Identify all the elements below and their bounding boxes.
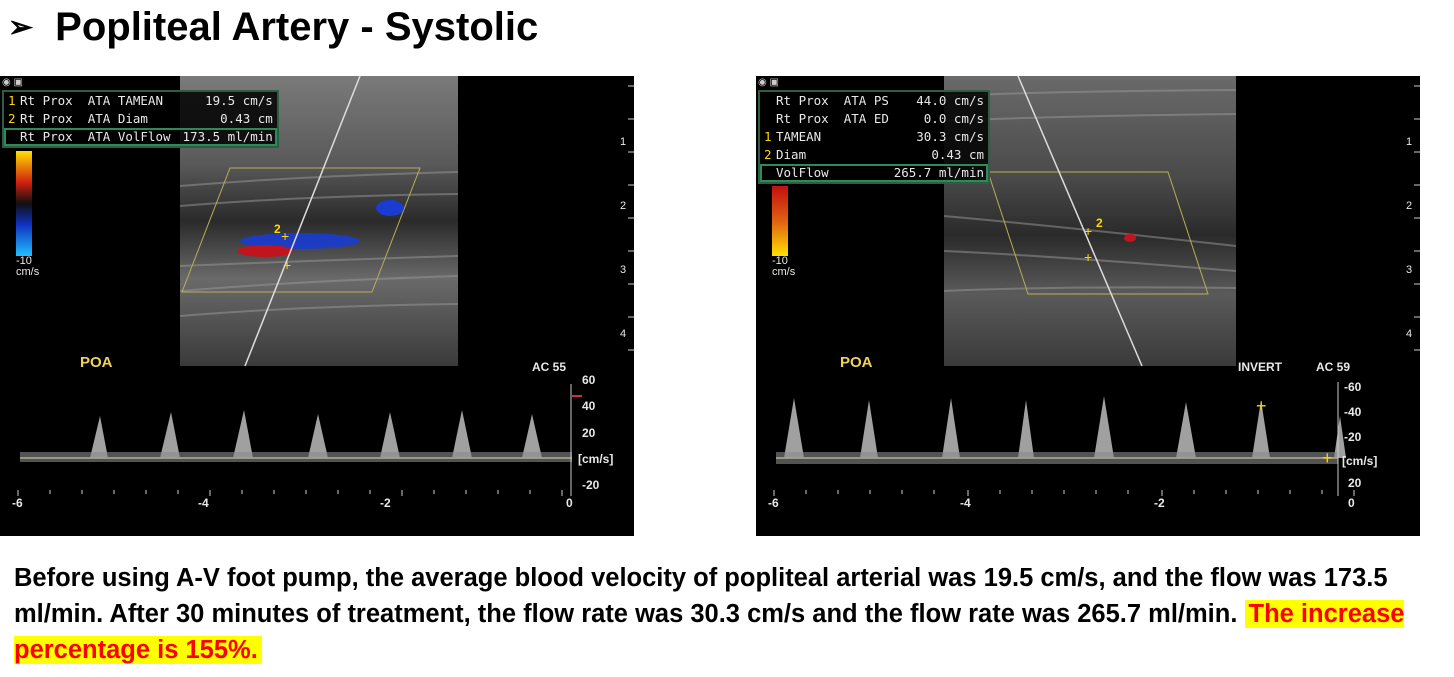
depth-label: 3: [1406, 264, 1413, 276]
svg-text:+: +: [1256, 396, 1267, 416]
depth-label: 2: [1406, 200, 1413, 212]
svg-text:+: +: [1084, 249, 1092, 265]
velocity-tick: 20: [582, 426, 596, 440]
time-tick: -6: [12, 496, 23, 510]
svg-text:2: 2: [274, 222, 281, 236]
ac-label: AC 55: [532, 360, 567, 374]
velocity-tick: -20: [1344, 430, 1362, 444]
depth-label: 4: [1406, 328, 1413, 340]
measurement-row: 1 TAMEAN 30.3 cm/s: [764, 129, 984, 144]
velocity-tick: -40: [1344, 405, 1362, 419]
vessel-label: POA: [840, 354, 873, 371]
depth-label: 1: [1406, 136, 1413, 148]
color-box: [181, 167, 421, 293]
ultrasound-before-panel: 2 + +: [0, 76, 634, 536]
title-text: Popliteal Artery - Systolic: [55, 4, 539, 49]
velocity-tick: -20: [582, 478, 600, 492]
depth-label: 3: [620, 264, 627, 276]
depth-label: 1: [620, 136, 627, 148]
svg-text:+: +: [1084, 223, 1092, 239]
doppler-waveform: [90, 410, 542, 458]
invert-label: INVERT: [1238, 360, 1283, 374]
vessel-label: POA: [80, 354, 113, 371]
measurement-row: Rt Prox ATA PS 44.0 cm/s: [776, 93, 984, 108]
measurement-box: Rt Prox ATA PS 44.0 cm/s Rt Prox ATA ED …: [758, 90, 990, 184]
velocity-tick: 40: [582, 399, 596, 413]
depth-label: 2: [620, 200, 627, 212]
slide-title: ➢ Popliteal Artery - Systolic: [8, 2, 538, 52]
velocity-tick: -60: [1344, 380, 1362, 394]
time-tick: 0: [1348, 496, 1355, 510]
arrow-bullet-icon: ➢: [8, 10, 34, 44]
time-tick: 0: [566, 496, 573, 510]
color-bar-labels: -10 cm/s: [16, 255, 40, 278]
ultrasound-after-panel: 2 + +: [756, 76, 1420, 536]
caption-paragraph: Before using A-V foot pump, the average …: [14, 560, 1450, 668]
steering-line: [1017, 76, 1143, 367]
svg-text:+: +: [283, 257, 291, 273]
time-tick: -4: [960, 496, 971, 510]
status-icons: ◉ ▣: [758, 77, 779, 88]
color-scale-bar: [772, 186, 788, 256]
caption-text: Before using A-V foot pump, the average …: [14, 564, 1388, 628]
time-tick: -4: [198, 496, 209, 510]
measurement-row: 2 Diam 0.43 cm: [764, 147, 984, 162]
ac-label: AC 59: [1316, 360, 1351, 374]
ultrasound-before-image: 2 + +: [16, 76, 634, 496]
depth-label: 4: [620, 328, 627, 340]
measurement-box: 1 Rt Prox ATA TAMEAN 19.5 cm/s 2 Rt Prox…: [2, 90, 279, 148]
time-tick: -2: [380, 496, 391, 510]
velocity-tick: 60: [582, 373, 596, 387]
color-box: [987, 171, 1209, 295]
measurement-row: 1 Rt Prox ATA TAMEAN 19.5 cm/s: [8, 93, 273, 108]
color-scale-bar: [16, 151, 32, 256]
time-tick: -6: [768, 496, 779, 510]
time-tick: -2: [1154, 496, 1165, 510]
measurement-row: Rt Prox ATA ED 0.0 cm/s: [776, 111, 984, 126]
velocity-tick: 20: [1348, 476, 1362, 490]
velocity-unit: [cm/s]: [578, 452, 614, 466]
measurement-row: VolFlow 265.7 ml/min: [760, 164, 988, 182]
svg-text:+: +: [281, 228, 289, 244]
svg-text:+: +: [1322, 448, 1333, 468]
svg-text:2: 2: [1096, 216, 1103, 230]
doppler-waveform: [784, 396, 1346, 458]
measurement-row: 2 Rt Prox ATA Diam 0.43 cm: [8, 111, 273, 126]
color-bar-labels: -10 cm/s: [772, 255, 796, 278]
measurement-row: Rt Prox ATA VolFlow 173.5 ml/min: [4, 128, 277, 146]
status-icons: ◉ ▣: [2, 77, 23, 88]
steering-line: [244, 76, 361, 367]
velocity-unit: [cm/s]: [1342, 454, 1378, 468]
ultrasound-after-image: 2 + +: [772, 76, 1420, 496]
